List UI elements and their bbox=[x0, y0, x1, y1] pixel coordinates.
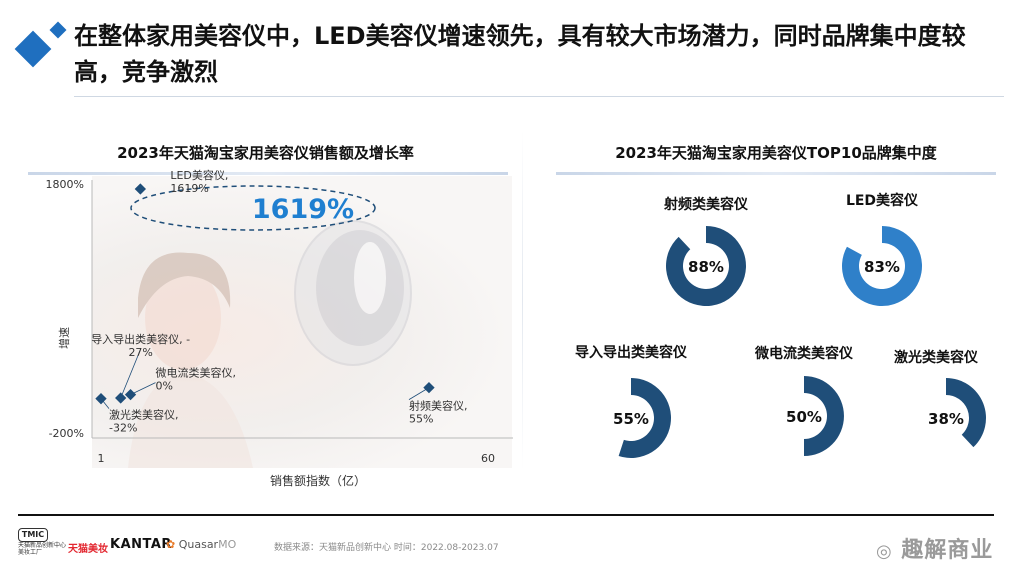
tmic-logo-sub: 天猫新品创新中心 bbox=[18, 542, 67, 549]
scatter-point-label: 射频美容仪, bbox=[409, 399, 468, 413]
scatter-point-label: LED美容仪, bbox=[170, 168, 228, 182]
left-chart-panel: 2023年天猫淘宝家用美容仪销售额及增长率 1800% -200% 1 60 增… bbox=[18, 128, 513, 488]
weibo-icon: ◎ bbox=[876, 541, 893, 562]
panel-divider bbox=[522, 130, 523, 470]
scatter-point-label: -32% bbox=[109, 422, 137, 435]
donut-value-label: 50% bbox=[786, 408, 822, 426]
highlight-ellipse bbox=[130, 185, 376, 231]
scatter-chart: 1800% -200% 1 60 增速 1619% LED美容仪,1619%导入… bbox=[46, 168, 513, 468]
donut-value-label: 55% bbox=[613, 410, 649, 428]
scatter-point bbox=[115, 392, 127, 404]
kantar-logo: KANTAR bbox=[110, 537, 172, 552]
donut-value-label: 83% bbox=[864, 258, 900, 276]
tmic-logo-sub2: 美妆工厂 bbox=[18, 549, 43, 556]
watermark: ◎ 趣解商业 bbox=[876, 532, 993, 564]
scatter-leader-line bbox=[130, 382, 156, 395]
tmall-beauty-logo: 天猫美妆 bbox=[68, 544, 108, 555]
quasar-logo-suffix: MO bbox=[218, 538, 237, 551]
scatter-point bbox=[124, 388, 137, 401]
donut-slice bbox=[618, 378, 671, 459]
quasar-logo: ✿ QuasarMO bbox=[166, 538, 236, 551]
y-tick-bottom: -200% bbox=[49, 427, 84, 440]
scatter-point-label: 激光类美容仪, bbox=[109, 408, 179, 422]
footer-divider bbox=[18, 514, 994, 516]
scatter-point bbox=[423, 381, 435, 394]
donut-category-label: 微电流类美容仪 bbox=[755, 346, 853, 362]
scatter-point bbox=[95, 393, 107, 405]
left-chart-title-rule bbox=[28, 172, 508, 175]
donut-value-label: 88% bbox=[688, 258, 724, 276]
donut-category-label: 射频类美容仪 bbox=[664, 197, 748, 213]
right-chart-panel: 2023年天猫淘宝家用美容仪TOP10品牌集中度 88% 83% 55% 50% 38%… bbox=[556, 128, 996, 468]
donut-category-label: 激光类美容仪 bbox=[894, 350, 978, 366]
quasar-logo-text: Quasar bbox=[178, 538, 219, 551]
donut-charts: 88% 83% 55% 50% 38% bbox=[613, 226, 986, 459]
y-tick-top: 1800% bbox=[46, 178, 84, 191]
data-source: 数据来源：天猫新品创新中心 时间：2022.08-2023.07 bbox=[274, 543, 499, 553]
donut-slice bbox=[804, 376, 844, 456]
donut-category-label: LED美容仪 bbox=[845, 193, 919, 209]
donut-category-label: 导入导出类美容仪 bbox=[575, 345, 687, 361]
left-chart-title: 2023年天猫淘宝家用美容仪销售额及增长率 bbox=[117, 144, 414, 162]
scatter-point-label: 27% bbox=[128, 346, 152, 359]
x-tick-right: 60 bbox=[481, 452, 495, 465]
donut-slice bbox=[842, 226, 922, 306]
diamond-logo-icon bbox=[14, 21, 67, 68]
watermark-text: 趣解商业 bbox=[901, 538, 994, 563]
model-photo-illustration bbox=[128, 220, 412, 468]
scatter-point-label: 导入导出类美容仪, - bbox=[91, 332, 190, 346]
y-axis-label: 增速 bbox=[57, 327, 71, 349]
right-chart-title: 2023年天猫淘宝家用美容仪TOP10品牌集中度 bbox=[615, 144, 937, 162]
scatter-point-label: 1619% bbox=[170, 182, 208, 195]
scatter-point-label: 微电流类美容仪, bbox=[156, 366, 237, 380]
scatter-point-label: 55% bbox=[409, 413, 433, 426]
x-axis-label: 销售额指数（亿） bbox=[269, 474, 366, 488]
quasar-mark-icon: ✿ bbox=[166, 538, 176, 551]
scatter-point bbox=[134, 183, 147, 195]
scatter-leader-line bbox=[120, 348, 142, 399]
scatter-point-label: 0% bbox=[156, 380, 173, 393]
page-title: 在整体家用美容仪中，LED美容仪增速领先，具有较大市场潜力，同时品牌集中度较高，… bbox=[74, 22, 966, 86]
right-chart-title-rule bbox=[556, 172, 996, 175]
donut-value-label: 38% bbox=[928, 410, 964, 428]
tmic-logo-text: TMIC bbox=[18, 528, 48, 542]
donut-slice bbox=[666, 226, 746, 306]
title-divider bbox=[74, 96, 1004, 97]
donut-slice bbox=[946, 378, 986, 448]
x-tick-left: 1 bbox=[98, 452, 105, 465]
tmic-logo: TMIC 天猫新品创新中心 美妆工厂 bbox=[18, 528, 66, 556]
highlight-value: 1619% bbox=[252, 194, 354, 225]
